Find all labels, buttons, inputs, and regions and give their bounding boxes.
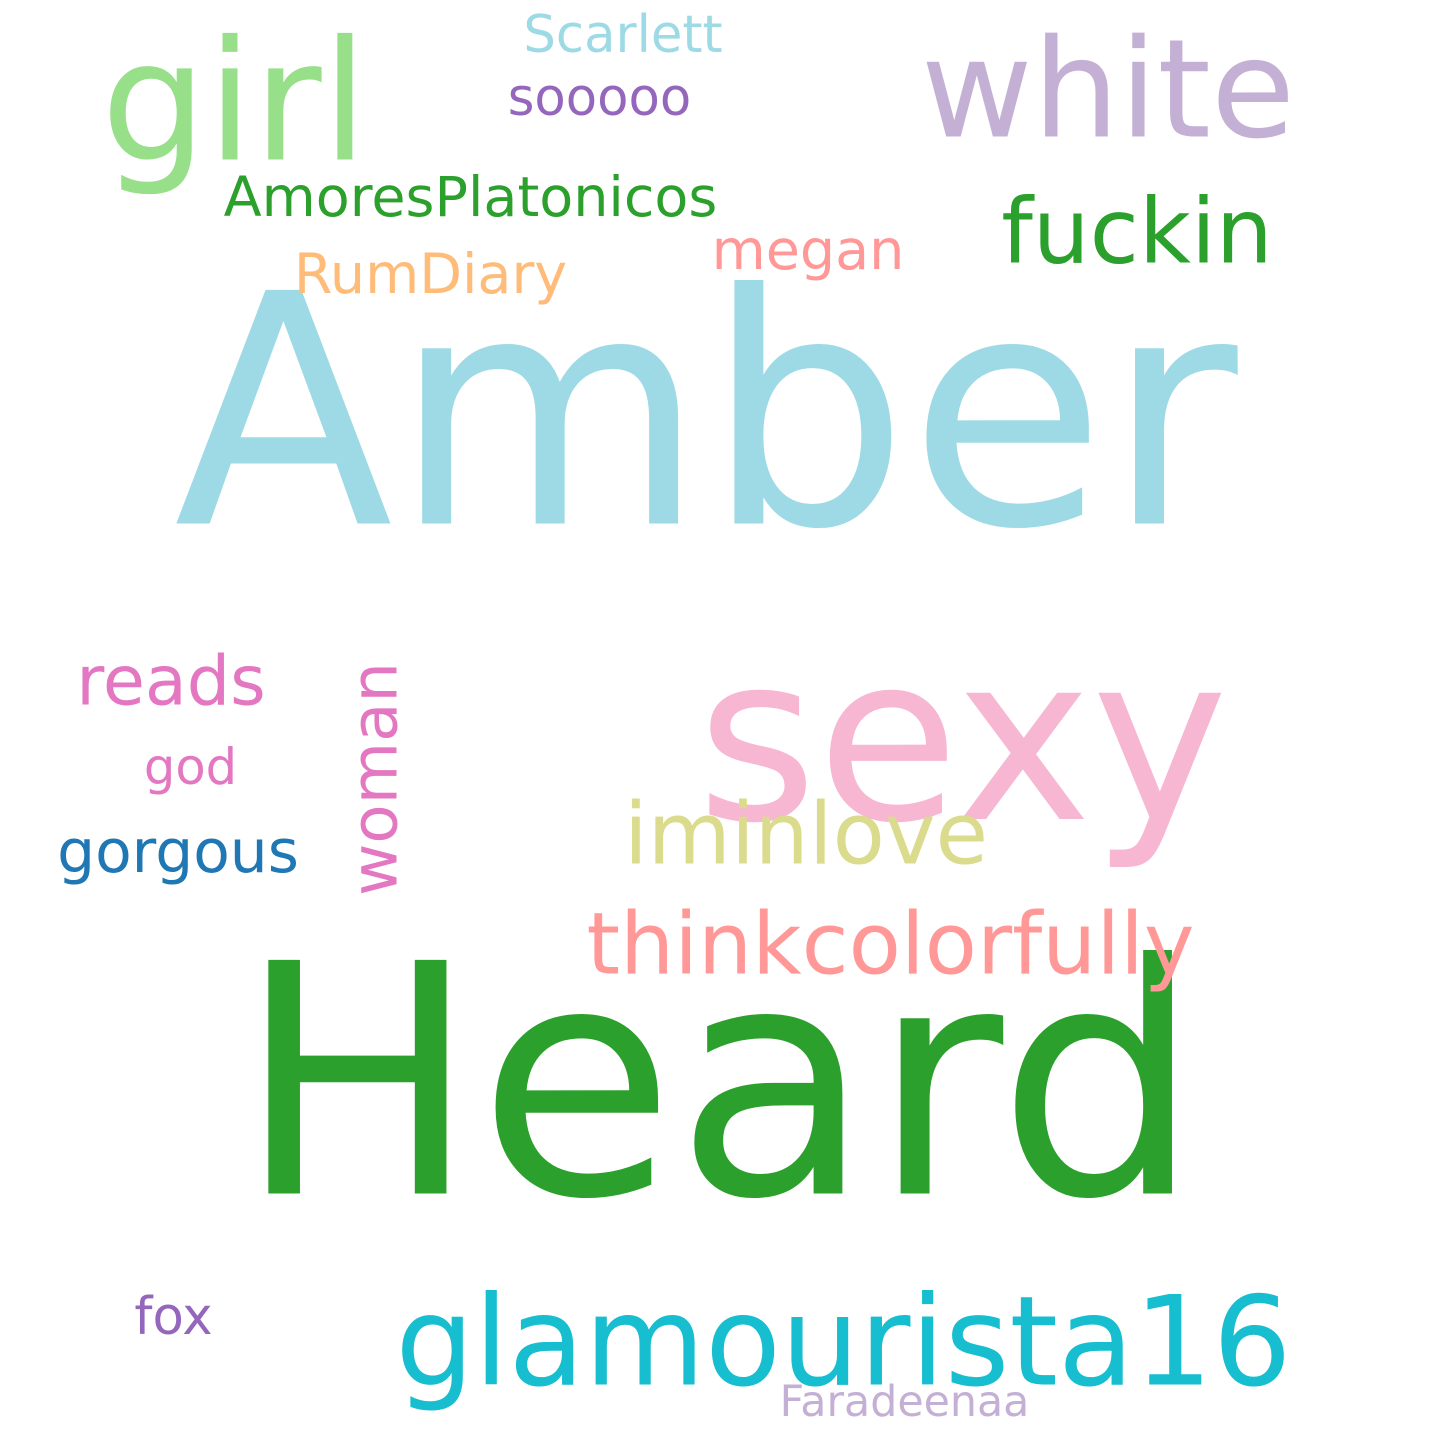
word-amber: Amber <box>174 226 1241 600</box>
word-gorgous: gorgous <box>57 817 299 887</box>
word-reads: reads <box>76 643 266 722</box>
word-fox: fox <box>134 1287 212 1347</box>
word-megan: megan <box>712 218 905 283</box>
word-white: white <box>921 11 1295 170</box>
word-god: god <box>144 738 237 796</box>
word-amoresplatonicos: AmoresPlatonicos <box>224 165 718 230</box>
word-iminlove: iminlove <box>624 786 988 885</box>
word-heard: Heard <box>237 896 1201 1270</box>
word-rumdiary: RumDiary <box>294 242 567 307</box>
word-fuckin: fuckin <box>1001 181 1273 285</box>
word-glamourista16: glamourista16 <box>395 1271 1291 1415</box>
word-thinkcolorfully: thinkcolorfully <box>587 896 1195 995</box>
word-woman: woman <box>339 662 413 896</box>
word-faradeenaa: Faradeenaa <box>780 1377 1030 1427</box>
word-sooooo: sooooo <box>508 68 692 128</box>
word-girl: girl <box>101 6 368 200</box>
word-scarlett: Scarlett <box>523 5 722 65</box>
word-sexy: sexy <box>697 606 1228 874</box>
